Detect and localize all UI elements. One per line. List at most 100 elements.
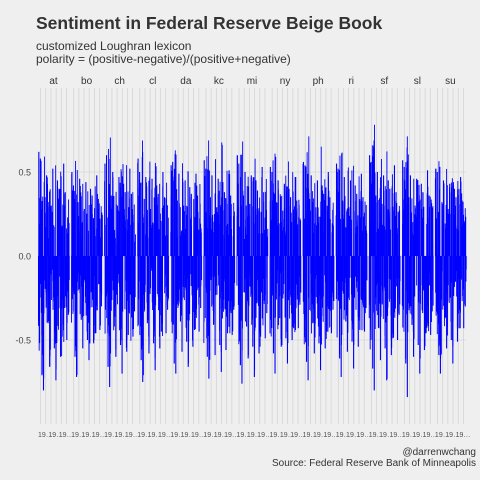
- data-bar-su-16: [460, 177, 462, 256]
- bar-mi-17: [240, 256, 242, 321]
- data-bar-su-0: [435, 168, 437, 256]
- data-bar-ph-12: [321, 185, 323, 256]
- bar-ph-81: [321, 256, 323, 308]
- data-bar-da-14: [192, 256, 194, 347]
- bar-at-11: [40, 160, 42, 256]
- bar-ch-36: [112, 256, 114, 291]
- bar-sl-103: [426, 256, 428, 328]
- bar-kc-49: [215, 159, 216, 256]
- bar-at-128: [68, 223, 70, 256]
- x-tick-label: 19…: [158, 432, 173, 439]
- data-bar-mi-9: [250, 175, 252, 256]
- data-bar-mi-18: [264, 256, 266, 339]
- bar-ri-114: [362, 256, 364, 308]
- bar-bo-59: [85, 256, 87, 304]
- bar-da-98: [193, 230, 195, 256]
- bar-ri-91: [357, 215, 359, 256]
- bar-ph-40: [312, 202, 314, 256]
- data-bar-at-0: [38, 151, 40, 256]
- bar-at-57: [51, 256, 53, 270]
- bar-sf-127: [399, 210, 401, 256]
- bar-ri-77: [354, 256, 355, 298]
- bar-ph-44: [313, 198, 315, 256]
- bar-mi-84: [256, 256, 258, 304]
- data-bar-sf-19: [398, 256, 400, 315]
- bar-ch-101: [128, 207, 130, 256]
- bar-da-19: [174, 150, 176, 256]
- data-bar-da-2: [173, 256, 175, 364]
- bar-sf-15: [372, 156, 374, 256]
- bar-su-45: [445, 204, 447, 256]
- bar-sf-110: [395, 256, 396, 309]
- bar-da-66: [186, 214, 187, 256]
- bar-cl-18: [141, 256, 143, 347]
- bar-ch-63: [119, 256, 121, 287]
- bar-ri-128: [366, 233, 368, 256]
- data-bar-ph-19: [332, 256, 334, 310]
- bar-at-84: [58, 256, 59, 330]
- bar-cl-74: [154, 162, 156, 256]
- bar-da-64: [185, 256, 187, 328]
- bar-mi-12: [239, 226, 241, 256]
- bar-bo-78: [89, 256, 91, 309]
- bar-ph-8: [304, 256, 306, 338]
- data-bar-mi-5: [244, 172, 246, 256]
- bar-kc-108: [229, 174, 231, 256]
- bar-cl-104: [162, 256, 163, 337]
- bar-mi-44: [246, 256, 248, 301]
- y-tick-label-0: 0.5: [18, 168, 31, 178]
- bar-ch-10: [106, 256, 108, 290]
- bar-ph-35: [310, 256, 312, 334]
- data-bar-ph-5: [310, 175, 312, 256]
- data-bar-ch-3: [109, 256, 111, 388]
- bar-mi-92: [258, 208, 260, 256]
- bar-sf-36: [377, 256, 379, 284]
- facet-label-da: da: [180, 76, 192, 87]
- bar-sf-109: [394, 216, 396, 256]
- x-tick-label: 19…: [445, 432, 460, 439]
- data-bar-kc-19: [233, 256, 235, 310]
- bar-mi-111: [262, 256, 264, 274]
- data-bar-sf-16: [393, 165, 396, 256]
- data-bar-bo-7: [82, 256, 84, 349]
- x-tick-label: 19…: [125, 432, 140, 439]
- data-bar-ph-8: [315, 207, 317, 256]
- data-bar-da-0: [170, 165, 172, 256]
- bar-sf-17: [372, 256, 374, 313]
- bar-cl-32: [144, 256, 146, 285]
- x-tick-label: 19…: [203, 432, 218, 439]
- data-bar-ph-3: [307, 256, 309, 381]
- bar-ri-79: [354, 256, 356, 277]
- data-bar-bo-3: [76, 256, 78, 377]
- data-bar-ri-14: [357, 256, 359, 347]
- data-bar-kc-5: [211, 175, 213, 256]
- data-bar-cl-15: [160, 256, 162, 332]
- bar-su-81: [454, 256, 456, 283]
- bar-ch-57: [117, 256, 119, 275]
- data-bar-ri-17: [362, 197, 364, 256]
- bar-kc-128: [233, 211, 235, 256]
- bar-su-26: [441, 256, 443, 300]
- data-bar-cl-11: [154, 256, 156, 371]
- bar-ph-55: [315, 256, 317, 298]
- bar-ph-28: [309, 256, 311, 311]
- bar-sl-26: [408, 256, 409, 304]
- bar-mi-8: [238, 256, 240, 345]
- bar-at-129: [68, 256, 70, 280]
- bar-su-109: [460, 256, 462, 280]
- bar-sf-67: [384, 186, 386, 256]
- data-bar-ny-11: [286, 256, 289, 364]
- bar-sf-24: [374, 173, 376, 256]
- bar-mi-31: [243, 238, 245, 256]
- bar-ph-43: [312, 256, 314, 310]
- bar-mi-114: [263, 256, 265, 301]
- data-bar-da-12: [189, 187, 191, 256]
- bar-cl-47: [148, 180, 150, 256]
- bars: [38, 124, 467, 398]
- bar-ri-115: [363, 216, 365, 256]
- data-bar-sl-17: [428, 195, 430, 256]
- bar-bo-30: [78, 215, 80, 256]
- bar-cl-21: [142, 151, 144, 256]
- bar-ny-11: [272, 256, 274, 296]
- bar-ch-11: [106, 217, 108, 256]
